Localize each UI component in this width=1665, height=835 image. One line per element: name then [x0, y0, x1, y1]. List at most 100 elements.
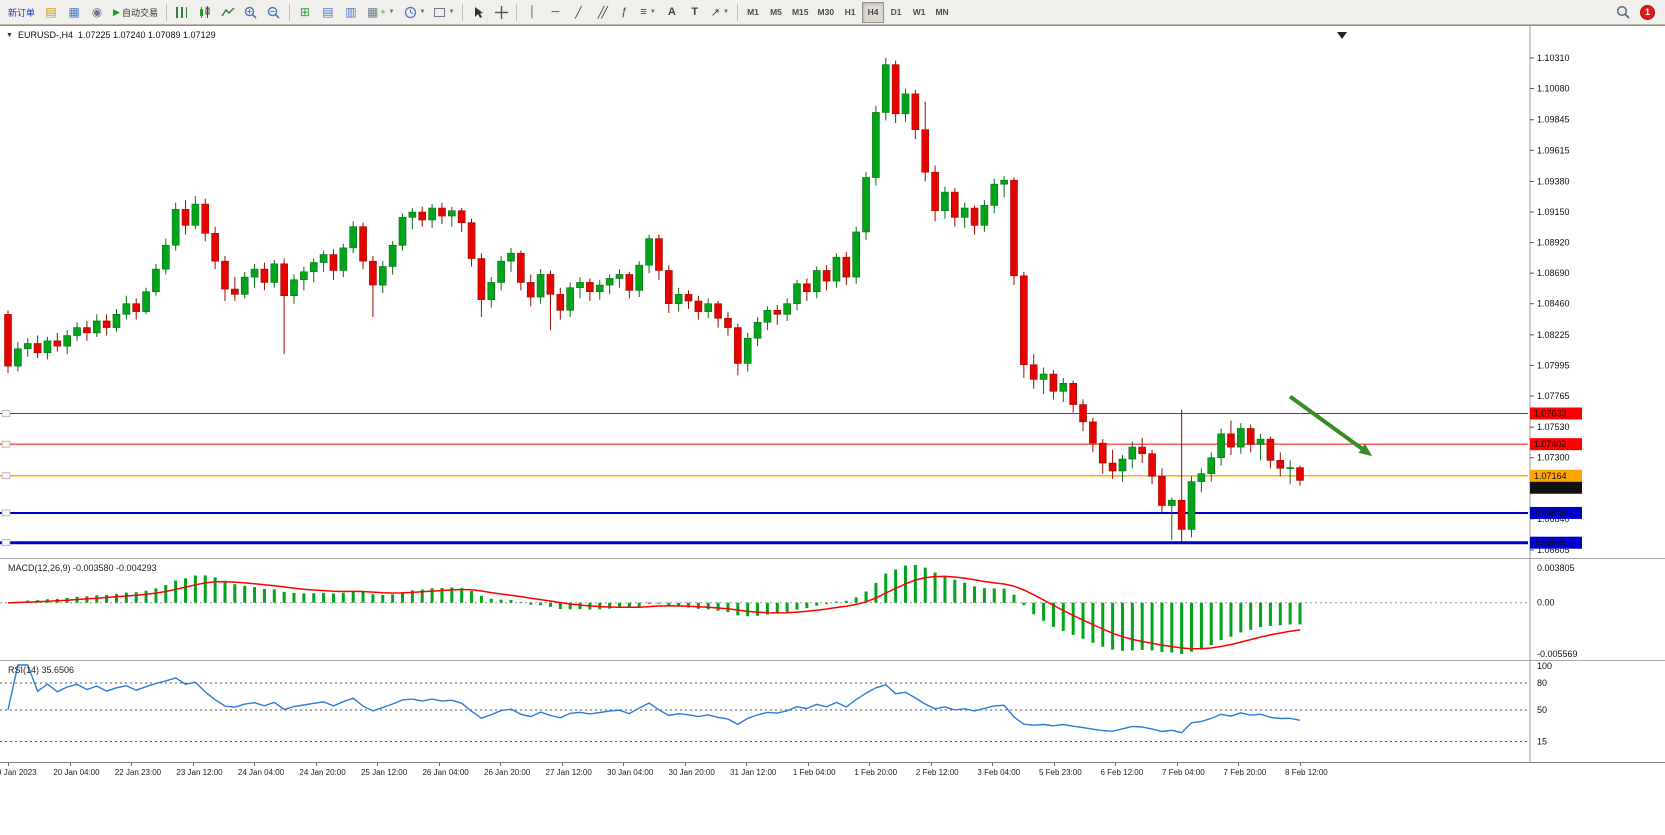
panel-separator[interactable]: [0, 660, 1665, 661]
time-axis[interactable]: 19 Jan 2023 20 Jan 04:00 22 Jan 23:00 23 Ja…: [0, 763, 1665, 789]
time-tick: [1053, 763, 1055, 766]
cursor-button[interactable]: [467, 2, 489, 23]
svg-text:1.07300: 1.07300: [1537, 453, 1570, 463]
text-tool-button[interactable]: A: [661, 2, 683, 23]
candle: [724, 317, 732, 328]
candle: [625, 274, 634, 291]
candlestick-chart-button[interactable]: [194, 2, 216, 23]
candle: [457, 210, 466, 223]
candle: [497, 260, 505, 283]
candle: [793, 283, 801, 304]
market-watch-icon: ◉: [91, 5, 103, 19]
candle: [566, 287, 574, 311]
candle: [615, 274, 624, 279]
search-button[interactable]: [1612, 2, 1634, 23]
trend-arrow-annotation[interactable]: [1288, 395, 1373, 457]
time-label: 1 Feb 20:00: [854, 768, 898, 777]
candle: [1089, 421, 1097, 444]
zoom-in-button[interactable]: [240, 2, 262, 23]
bar-chart-icon: [176, 6, 188, 18]
candle: [862, 177, 870, 233]
tile-windows-button[interactable]: ⊞: [294, 2, 316, 23]
market-watch-button[interactable]: ◉: [86, 2, 108, 23]
candle: [33, 343, 42, 354]
candlestick-icon: [200, 5, 210, 18]
candle: [763, 310, 772, 323]
timeframe-m1-button[interactable]: M1: [742, 2, 764, 23]
time-tick: [438, 763, 440, 766]
time-tick: [1300, 763, 1301, 766]
text-tool-icon: A: [667, 6, 676, 18]
candle: [556, 294, 565, 311]
candle: [290, 279, 298, 297]
time-label: 20 Jan 04:00: [53, 768, 100, 777]
timeframe-d1-button[interactable]: D1: [885, 2, 907, 23]
panel-separator[interactable]: [0, 558, 1665, 559]
candle: [655, 238, 663, 271]
line-chart-button[interactable]: [217, 2, 239, 23]
svg-text:0.00: 0.00: [1537, 598, 1555, 608]
time-tick: [1176, 763, 1178, 766]
template-icon: [434, 7, 446, 17]
candle: [1266, 438, 1275, 461]
text-label-tool-button[interactable]: T: [684, 2, 706, 23]
macd-panel[interactable]: 0.003805 0.00 -0.005569: [0, 559, 1665, 660]
bar-chart-button[interactable]: [171, 2, 193, 23]
new-order-button[interactable]: 新订单: [4, 2, 39, 23]
fibonacci-icon: ƒ: [621, 6, 628, 18]
level-price-tag: [1530, 506, 1582, 519]
templates-button[interactable]: ▼: [430, 2, 458, 23]
crosshair-button[interactable]: [490, 2, 512, 23]
period-button[interactable]: ▼: [400, 2, 430, 23]
candle: [595, 284, 604, 293]
data-window-button[interactable]: ▦: [63, 2, 85, 23]
candle: [162, 244, 170, 270]
objects-list-button[interactable]: ≡ ▼: [636, 2, 659, 23]
tile-horizontal-button[interactable]: ▤: [317, 2, 339, 23]
candle: [743, 337, 752, 364]
candle: [211, 232, 219, 262]
rsi-panel[interactable]: 100 80 50 15: [0, 661, 1665, 762]
time-tick: [992, 763, 994, 766]
timeframe-h1-button[interactable]: H1: [839, 2, 861, 23]
candles: [4, 58, 1304, 542]
candle: [1217, 433, 1225, 459]
timeframe-m15-button[interactable]: M15: [788, 2, 813, 23]
timeframe-mn-button[interactable]: MN: [931, 2, 953, 23]
candle: [1177, 499, 1186, 530]
tile-vertical-button[interactable]: ▥: [340, 2, 362, 23]
trendline-tool-button[interactable]: ╱: [567, 2, 589, 23]
time-tick: [377, 763, 379, 766]
chart-profiles-button[interactable]: ▤: [40, 2, 62, 23]
chevron-down-icon: ▼: [388, 9, 395, 15]
candle: [586, 282, 594, 293]
channel-tool-button[interactable]: ╱╱: [590, 2, 612, 23]
time-label: 3 Feb 04:00: [977, 768, 1021, 777]
scroll-to-end-icon[interactable]: [1337, 32, 1347, 39]
new-chart-button[interactable]: ▦ + ▼: [363, 2, 399, 23]
fibonacci-tool-button[interactable]: ƒ: [613, 2, 635, 23]
svg-text:1.06660: 1.06660: [1534, 538, 1567, 548]
arrows-tool-button[interactable]: ↗ ▼: [707, 2, 733, 23]
time-tick: [623, 763, 625, 766]
notification-badge[interactable]: 1: [1640, 4, 1655, 20]
autotrade-button[interactable]: ▶ 自动交易: [109, 2, 162, 23]
candle: [546, 274, 555, 295]
timeframe-w1-button[interactable]: W1: [908, 2, 930, 23]
horizontal-level-lines[interactable]: 1.07633 1.07402 1.07164 1.06884 1.06660: [0, 407, 1582, 549]
candle: [142, 291, 150, 312]
candle: [1049, 373, 1058, 392]
horizontal-line-tool-button[interactable]: ─: [544, 2, 566, 23]
timeframe-m5-button[interactable]: M5: [765, 2, 787, 23]
zoom-out-button[interactable]: [263, 2, 285, 23]
candle: [704, 303, 713, 312]
svg-text:1.09615: 1.09615: [1537, 145, 1570, 155]
timeframe-m30-button[interactable]: M30: [814, 2, 839, 23]
time-tick: [746, 763, 748, 766]
timeframe-h4-button[interactable]: H4: [862, 1, 885, 23]
svg-text:1.07765: 1.07765: [1537, 391, 1570, 401]
candle: [684, 294, 693, 302]
one-click-trading-icon[interactable]: ▼: [6, 31, 13, 39]
vertical-line-tool-button[interactable]: │: [521, 2, 543, 23]
main-price-chart[interactable]: 1.10310 1.10080 1.09845 1.09615 1.09380 1.091…: [0, 26, 1665, 558]
